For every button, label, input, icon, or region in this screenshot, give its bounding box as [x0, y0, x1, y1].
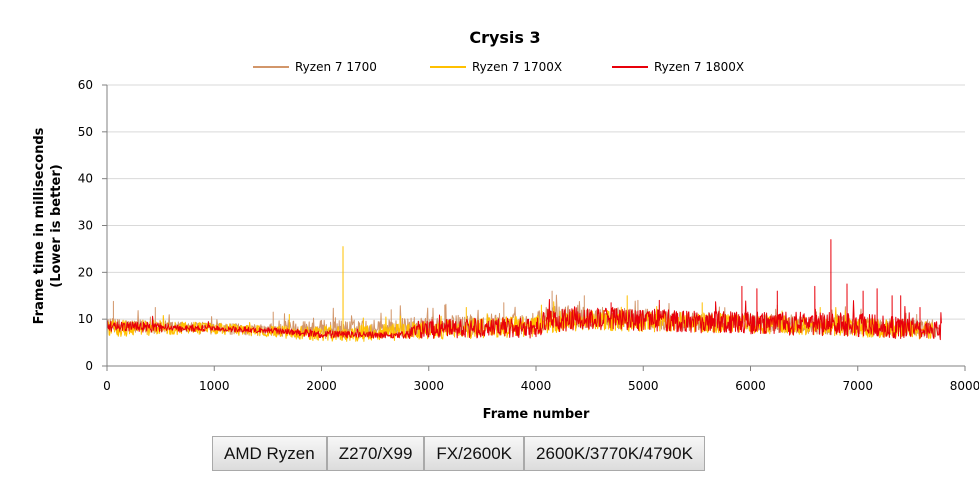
amd-ryzen-button[interactable]: AMD Ryzen: [212, 436, 327, 471]
chart-selector-buttons: AMD Ryzen Z270/X99 FX/2600K 2600K/3770K/…: [212, 436, 705, 471]
legend-label: Ryzen 7 1800X: [654, 60, 744, 74]
x-axis-label: Frame number: [483, 407, 590, 422]
chart-title: Crysis 3: [469, 28, 540, 47]
axes: [102, 84, 966, 371]
x-tick-label: 7000: [842, 379, 873, 393]
x-tick-label: 5000: [628, 379, 659, 393]
x-tick-label: 3000: [413, 379, 444, 393]
legend-label: Ryzen 7 1700: [295, 60, 377, 74]
plot-area: [106, 239, 942, 342]
x-tick-label: 2000: [306, 379, 337, 393]
x-tick-label: 8000: [950, 379, 979, 393]
y-tick-label: 10: [78, 312, 93, 326]
y-tick-label: 40: [78, 172, 93, 186]
y-tick-label: 50: [78, 125, 93, 139]
series-line-ryzen-7-1800x: [106, 239, 942, 341]
x-tick-label: 4000: [521, 379, 552, 393]
fx-2600k-button[interactable]: FX/2600K: [424, 436, 525, 471]
y-tick-label: 0: [85, 359, 93, 373]
y-tick-labels: 0 10 20 30 40 50 60: [78, 78, 93, 373]
z270-x99-button[interactable]: Z270/X99: [326, 436, 425, 471]
legend-label: Ryzen 7 1700X: [472, 60, 562, 74]
x-tick-label: 0: [103, 379, 111, 393]
y-axis-label-line2: (Lower is better): [49, 164, 64, 287]
x-tick-label: 1000: [199, 379, 230, 393]
x-tick-label: 6000: [735, 379, 766, 393]
y-axis-label-line1: Frame time in milliseconds: [32, 127, 47, 324]
frame-time-chart: Crysis 3 Ryzen 7 1700 Ryzen 7 1700X Ryzen …: [32, 28, 979, 422]
y-tick-label: 30: [78, 219, 93, 233]
legend: Ryzen 7 1700 Ryzen 7 1700X Ryzen 7 1800X: [253, 60, 744, 74]
y-tick-label: 60: [78, 78, 93, 92]
y-tick-label: 20: [78, 265, 93, 279]
x-tick-labels: 0 1000 2000 3000 4000 5000 6000 7000 8000: [103, 379, 979, 393]
2600k-3770k-4790k-button[interactable]: 2600K/3770K/4790K: [524, 436, 705, 471]
